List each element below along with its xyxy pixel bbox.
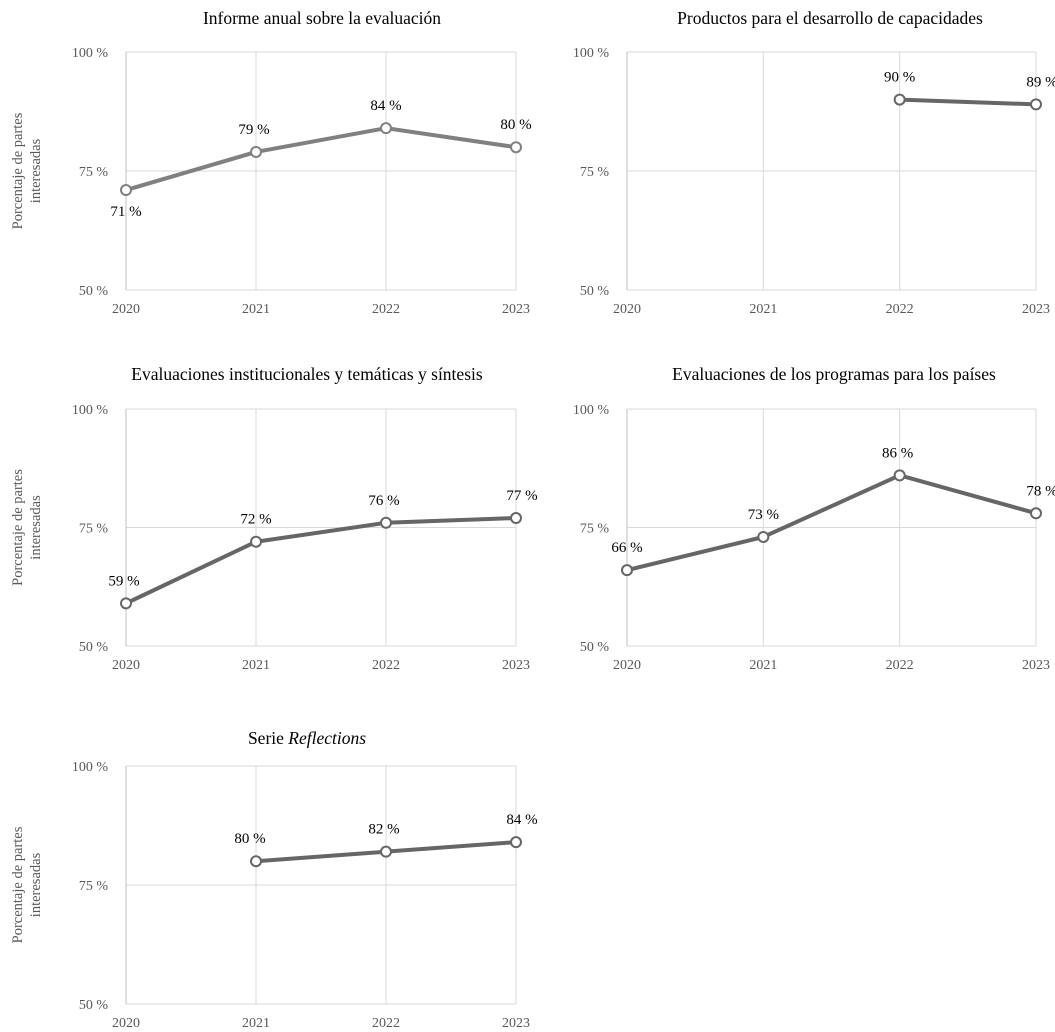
x-tick-label: 2021	[242, 1016, 270, 1031]
x-tick-label: 2022	[886, 658, 914, 673]
data-point	[1030, 98, 1042, 111]
data-label: 82 %	[368, 822, 399, 838]
data-point	[380, 122, 392, 135]
x-tick-label: 2020	[112, 658, 140, 673]
chart-title: Serie Reflections	[248, 728, 366, 748]
x-tick-label: 2023	[1022, 302, 1050, 317]
x-tick-label: 2020	[112, 1016, 140, 1031]
chart-panel-2: Productos para el desarrollo de capacida…	[573, 8, 1055, 317]
y-tick-label: 50 %	[79, 284, 109, 299]
chart-panel-5: Serie Reflections 50 % 75 % 100 % 2020 2021 20…	[10, 728, 538, 1031]
x-tick-label: 2021	[749, 302, 777, 317]
data-label: 90 %	[884, 70, 915, 86]
data-point	[510, 836, 522, 849]
x-tick-label: 2021	[242, 302, 270, 317]
y-tick-label: 75 %	[580, 165, 610, 180]
data-label: 80 %	[234, 831, 265, 847]
data-point	[120, 184, 132, 197]
chart-panel-4: Evaluaciones de los programas para los p…	[573, 364, 1055, 673]
data-point	[120, 597, 132, 610]
y-tick-label: 50 %	[79, 640, 109, 655]
data-label: 59 %	[108, 573, 139, 589]
data-point	[893, 93, 906, 106]
data-point	[1030, 507, 1042, 520]
data-label: 72 %	[240, 512, 271, 528]
data-label: 79 %	[238, 122, 269, 138]
data-label: 80 %	[500, 117, 531, 133]
data-label: 89 %	[1026, 74, 1055, 90]
chart-title-italic: Reflections	[287, 728, 366, 748]
x-tick-label: 2023	[1022, 658, 1050, 673]
data-label: 73 %	[748, 507, 779, 523]
x-tick-label: 2023	[502, 1016, 530, 1031]
data-point	[510, 141, 522, 154]
data-label: 84 %	[370, 98, 401, 114]
series-line	[899, 97, 1037, 107]
data-point	[250, 535, 262, 548]
x-tick-label: 2022	[886, 302, 914, 317]
data-point	[380, 845, 392, 858]
x-tick-label: 2020	[613, 302, 641, 317]
chart-panel-1: Informe anual sobre la evaluación 50 % 75 …	[10, 8, 532, 317]
data-label: 76 %	[368, 493, 399, 509]
data-label: 86 %	[882, 445, 913, 461]
x-tick-label: 2020	[613, 658, 641, 673]
chart-title: Informe anual sobre la evaluación	[203, 8, 441, 28]
chart-title: Evaluaciones institucionales y temáticas…	[131, 364, 483, 384]
data-label: 71 %	[110, 204, 141, 220]
x-tick-label: 2023	[502, 658, 530, 673]
x-tick-label: 2022	[372, 1016, 400, 1031]
data-label: 77 %	[506, 488, 537, 504]
chart-title: Evaluaciones de los programas para los p…	[672, 364, 996, 384]
y-tick-label: 50 %	[79, 998, 109, 1013]
data-label: 66 %	[611, 540, 642, 556]
data-point	[510, 512, 522, 525]
x-tick-label: 2022	[372, 658, 400, 673]
x-tick-label: 2022	[372, 302, 400, 317]
data-point	[250, 145, 262, 158]
y-tick-label: 50 %	[580, 640, 610, 655]
x-tick-label: 2021	[242, 658, 270, 673]
y-tick-label: 75 %	[79, 165, 109, 180]
y-tick-label: 100 %	[72, 46, 109, 61]
y-tick-label: 100 %	[72, 403, 109, 418]
data-point	[380, 516, 392, 529]
x-tick-label: 2021	[749, 658, 777, 673]
chart-panel-3: Evaluaciones institucionales y temáticas…	[10, 364, 538, 673]
data-point	[893, 469, 906, 482]
x-tick-label: 2020	[112, 302, 140, 317]
data-point	[757, 530, 770, 543]
y-tick-label: 75 %	[79, 522, 109, 537]
y-tick-label: 100 %	[72, 760, 109, 775]
y-tick-label: 75 %	[580, 522, 610, 537]
y-axis-label: Porcentaje de partes interesadas	[10, 469, 44, 586]
y-tick-label: 50 %	[580, 284, 610, 299]
y-axis-label: Porcentaje de partes interesadas	[10, 112, 44, 229]
series-line	[626, 473, 1037, 573]
data-label: 84 %	[506, 812, 537, 828]
data-point	[621, 564, 633, 577]
y-tick-label: 100 %	[573, 46, 610, 61]
data-label: 78 %	[1026, 483, 1055, 499]
y-tick-label: 100 %	[573, 403, 610, 418]
series-line	[125, 126, 517, 192]
x-tick-label: 2023	[502, 302, 530, 317]
y-axis-label: Porcentaje de partes interesadas	[10, 826, 44, 943]
y-tick-label: 75 %	[79, 879, 109, 894]
chart-title: Productos para el desarrollo de capacida…	[677, 8, 983, 28]
series-line	[125, 516, 517, 606]
data-point	[250, 855, 262, 868]
